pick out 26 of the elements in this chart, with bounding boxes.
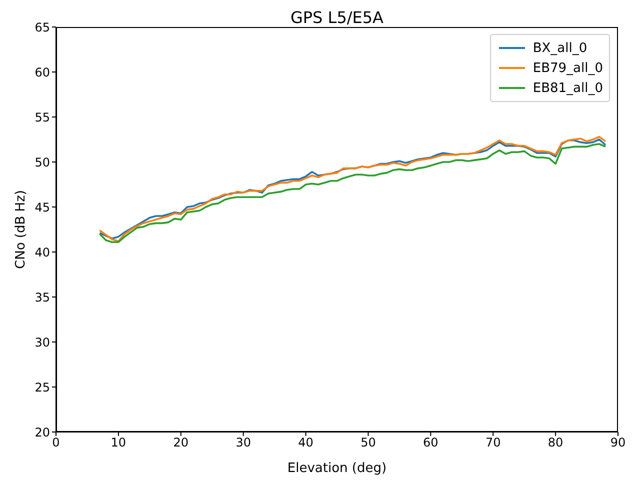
x-tick-label: 0 [52, 436, 60, 450]
y-tick-label: 30 [34, 335, 50, 350]
y-tick-label: 65 [34, 20, 50, 34]
x-tick-label: 50 [360, 436, 376, 450]
y-tick-label: 20 [34, 425, 50, 440]
y-tick-label: 25 [34, 380, 50, 394]
x-tick-label: 10 [110, 436, 126, 450]
x-axis-title: Elevation (deg) [287, 461, 387, 476]
y-tick-label: 40 [34, 245, 50, 260]
chart-title: GPS L5/E5A [289, 8, 384, 27]
y-axis-title: CNo (dB Hz) [14, 190, 29, 269]
x-tick-label: 60 [423, 436, 438, 450]
y-tick-label: 35 [34, 290, 50, 304]
x-tick-label: 80 [548, 436, 564, 450]
x-tick-label: 40 [298, 436, 314, 450]
legend-label: EB81_all_0 [532, 80, 603, 96]
y-tick-label: 55 [34, 110, 50, 124]
x-tick-label: 20 [173, 436, 189, 450]
y-tick-label: 45 [34, 200, 50, 214]
x-tick-label: 90 [610, 436, 626, 450]
legend-label: BX_all_0 [532, 40, 588, 56]
x-tick-label: 70 [485, 436, 501, 450]
x-tick-label: 30 [236, 436, 251, 450]
legend-label: EB79_all_0 [532, 60, 603, 76]
y-tick-label: 60 [34, 65, 50, 80]
y-tick-label: 50 [34, 155, 50, 170]
